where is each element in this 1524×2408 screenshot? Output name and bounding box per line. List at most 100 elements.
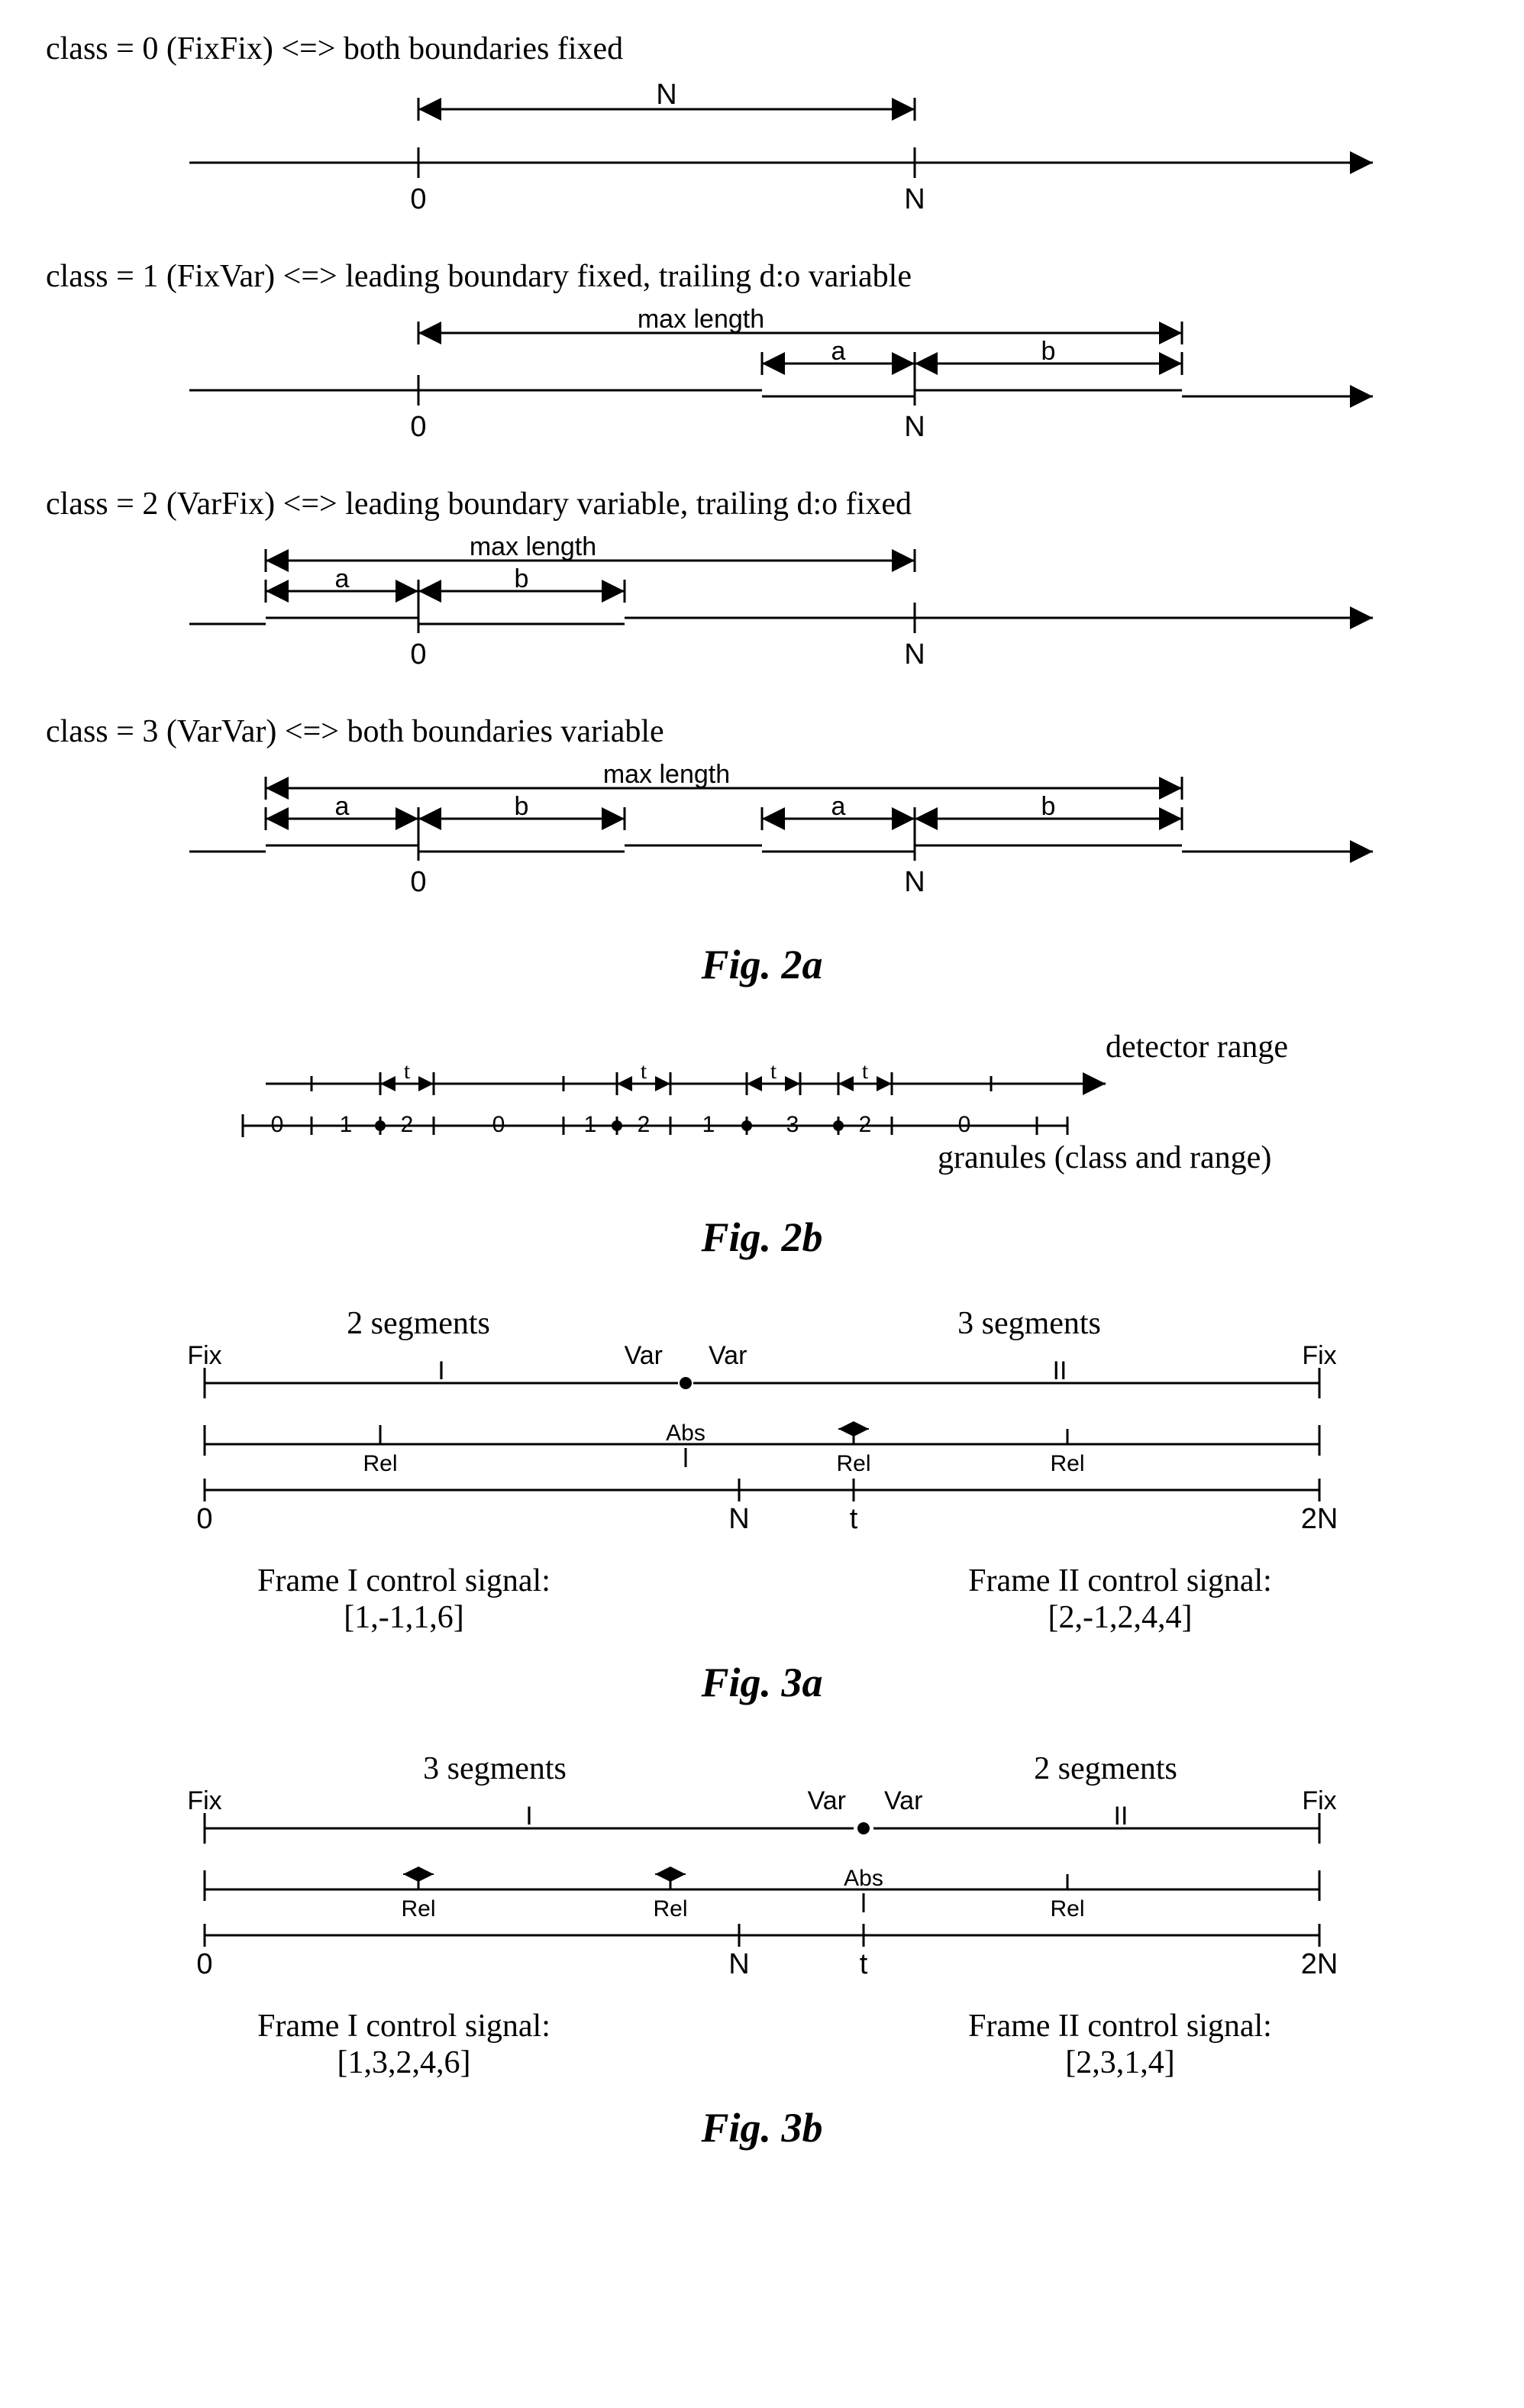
detector-range-label: detector range xyxy=(1106,1034,1288,1065)
fig2a-caption: Fig. 2a xyxy=(46,941,1478,988)
rel1: Rel xyxy=(401,1896,435,1922)
zero-tick: 0 xyxy=(410,638,426,671)
class0-title: class = 0 (FixFix) <=> both boundaries f… xyxy=(46,31,1478,67)
class3-block: class = 3 (VarVar) <=> both boundaries v… xyxy=(46,713,1478,903)
frame-ii-signal: [2,3,1,4] xyxy=(762,2044,1478,2081)
fix-left: Fix xyxy=(187,1786,221,1815)
b-label: b xyxy=(1041,337,1056,366)
a-label: a xyxy=(335,564,350,593)
var-right: Var xyxy=(709,1341,747,1370)
rel2: Rel xyxy=(836,1451,870,1476)
b-label-right: b xyxy=(1041,792,1056,821)
zero-tick: 0 xyxy=(410,866,426,898)
tick2N: 2N xyxy=(1301,1948,1338,1980)
a-label: a xyxy=(831,337,846,366)
frame-i-title: Frame I control signal: xyxy=(46,2008,762,2044)
b-label: b xyxy=(515,564,529,593)
tick0: 0 xyxy=(196,1503,212,1535)
segments-right: 3 segments xyxy=(957,1307,1101,1341)
rel2: Rel xyxy=(653,1896,687,1922)
abs: Abs xyxy=(844,1866,883,1891)
granule-class-4: 1 xyxy=(584,1112,597,1137)
frame-i-title: Frame I control signal: xyxy=(46,1563,762,1599)
var-left: Var xyxy=(625,1341,663,1370)
granule-class-8: 2 xyxy=(859,1112,872,1137)
class2-diagram: max length a b 0 N xyxy=(46,534,1478,671)
rel3: Rel xyxy=(1050,1451,1084,1476)
class2-title: class = 2 (VarFix) <=> leading boundary … xyxy=(46,486,1478,522)
t2: t xyxy=(641,1059,647,1084)
n-tick: N xyxy=(904,638,925,671)
tick0: 0 xyxy=(196,1948,212,1980)
a-label-left: a xyxy=(335,792,350,821)
granules-label: granules (class and range) xyxy=(938,1140,1271,1175)
granule-class-5: 2 xyxy=(638,1112,651,1137)
tickN: N xyxy=(728,1503,749,1535)
var-left: Var xyxy=(808,1786,846,1815)
granule-class-9: 0 xyxy=(958,1112,971,1137)
class0-block: class = 0 (FixFix) <=> both boundaries f… xyxy=(46,31,1478,220)
b-label-left: b xyxy=(515,792,529,821)
class3-diagram: max length a b a b 0 N xyxy=(46,761,1478,899)
fig3a-block: 2 segments 3 segments Fix Var Var Fix I … xyxy=(46,1307,1478,1636)
roman-ii: II xyxy=(1114,1802,1128,1831)
frame-i-signal: [1,-1,1,6] xyxy=(46,1599,762,1636)
fig3a-frame-labels: Frame I control signal: [1,-1,1,6] Frame… xyxy=(46,1563,1478,1636)
granule-class-0: 0 xyxy=(271,1112,284,1137)
tickt: t xyxy=(850,1503,858,1535)
zero-tick: 0 xyxy=(410,411,426,443)
a-label-right: a xyxy=(831,792,846,821)
class1-block: class = 1 (FixVar) <=> leading boundary … xyxy=(46,258,1478,448)
class3-title: class = 3 (VarVar) <=> both boundaries v… xyxy=(46,713,1478,750)
n-tick: N xyxy=(904,183,925,215)
fig3b-diagram: 3 segments 2 segments Fix Var Var Fix I … xyxy=(46,1752,1478,1996)
rel1: Rel xyxy=(363,1451,397,1476)
class2-block: class = 2 (VarFix) <=> leading boundary … xyxy=(46,486,1478,675)
frame-ii-signal: [2,-1,2,4,4] xyxy=(762,1599,1478,1636)
var-right: Var xyxy=(884,1786,922,1815)
fig3b-block: 3 segments 2 segments Fix Var Var Fix I … xyxy=(46,1752,1478,2081)
frame-ii-title: Frame II control signal: xyxy=(762,2008,1478,2044)
granule-class-6: 1 xyxy=(702,1112,715,1137)
fig2b-block: detector range t t t t xyxy=(46,1034,1478,1191)
fig2b-diagram: detector range t t t t xyxy=(46,1034,1478,1187)
abs: Abs xyxy=(666,1421,705,1446)
n-tick: N xyxy=(904,411,925,443)
t1: t xyxy=(404,1059,411,1084)
frame-ii-title: Frame II control signal: xyxy=(762,1563,1478,1599)
granule-class-3: 0 xyxy=(492,1112,505,1137)
max-length-label: max length xyxy=(470,534,596,561)
t4: t xyxy=(862,1059,869,1084)
roman-i: I xyxy=(525,1802,532,1831)
segments-left: 3 segments xyxy=(423,1752,567,1786)
class1-diagram: max length a b 0 N xyxy=(46,306,1478,444)
t3: t xyxy=(770,1059,777,1084)
roman-i: I xyxy=(438,1356,444,1385)
tickt: t xyxy=(860,1948,868,1980)
fig3b-caption: Fig. 3b xyxy=(46,2104,1478,2151)
max-length-label: max length xyxy=(638,306,764,334)
tickN: N xyxy=(728,1948,749,1980)
roman-ii: II xyxy=(1053,1356,1067,1385)
frame-i-signal: [1,3,2,4,6] xyxy=(46,2044,762,2081)
fig3a-caption: Fig. 3a xyxy=(46,1659,1478,1706)
tick2N: 2N xyxy=(1301,1503,1338,1535)
granule-class-7: 3 xyxy=(786,1112,799,1137)
max-length-label: max length xyxy=(603,761,730,789)
granule-class-2: 2 xyxy=(401,1112,414,1137)
n-tick: N xyxy=(904,866,925,898)
segments-left: 2 segments xyxy=(347,1307,490,1341)
segments-right: 2 segments xyxy=(1034,1752,1177,1786)
fig3a-diagram: 2 segments 3 segments Fix Var Var Fix I … xyxy=(46,1307,1478,1551)
class1-title: class = 1 (FixVar) <=> leading boundary … xyxy=(46,258,1478,295)
fig3b-frame-labels: Frame I control signal: [1,3,2,4,6] Fram… xyxy=(46,2008,1478,2081)
zero-tick: 0 xyxy=(410,183,426,215)
granule-class-1: 1 xyxy=(340,1112,353,1137)
fix-left: Fix xyxy=(187,1341,221,1370)
fix-right: Fix xyxy=(1302,1341,1336,1370)
class0-diagram: N 0 N xyxy=(46,79,1478,216)
fix-right: Fix xyxy=(1302,1786,1336,1815)
n-span-label: N xyxy=(656,79,676,111)
fig2b-caption: Fig. 2b xyxy=(46,1214,1478,1261)
rel3: Rel xyxy=(1050,1896,1084,1922)
